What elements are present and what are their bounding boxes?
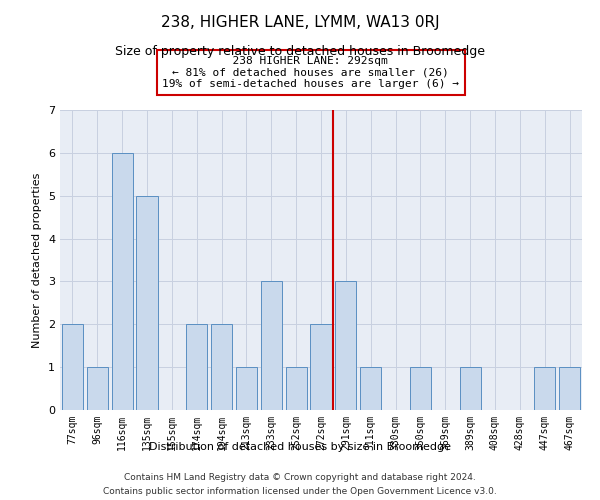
Bar xyxy=(136,196,158,410)
Bar xyxy=(236,367,257,410)
Text: Contains HM Land Registry data © Crown copyright and database right 2024.: Contains HM Land Registry data © Crown c… xyxy=(124,472,476,482)
Bar xyxy=(261,282,282,410)
Bar xyxy=(112,153,133,410)
Text: 238, HIGHER LANE, LYMM, WA13 0RJ: 238, HIGHER LANE, LYMM, WA13 0RJ xyxy=(161,15,439,30)
Bar xyxy=(211,324,232,410)
Text: Distribution of detached houses by size in Broomedge: Distribution of detached houses by size … xyxy=(149,442,451,452)
Bar xyxy=(460,367,481,410)
Bar xyxy=(559,367,580,410)
Bar xyxy=(310,324,332,410)
Bar xyxy=(534,367,555,410)
Text: Size of property relative to detached houses in Broomedge: Size of property relative to detached ho… xyxy=(115,45,485,58)
Bar xyxy=(360,367,381,410)
Bar xyxy=(286,367,307,410)
Bar xyxy=(410,367,431,410)
Text: 238 HIGHER LANE: 292sqm  
← 81% of detached houses are smaller (26)
19% of semi-: 238 HIGHER LANE: 292sqm ← 81% of detache… xyxy=(162,56,459,89)
Y-axis label: Number of detached properties: Number of detached properties xyxy=(32,172,43,348)
Text: Contains public sector information licensed under the Open Government Licence v3: Contains public sector information licen… xyxy=(103,488,497,496)
Bar xyxy=(87,367,108,410)
Bar xyxy=(335,282,356,410)
Bar xyxy=(186,324,207,410)
Bar xyxy=(62,324,83,410)
